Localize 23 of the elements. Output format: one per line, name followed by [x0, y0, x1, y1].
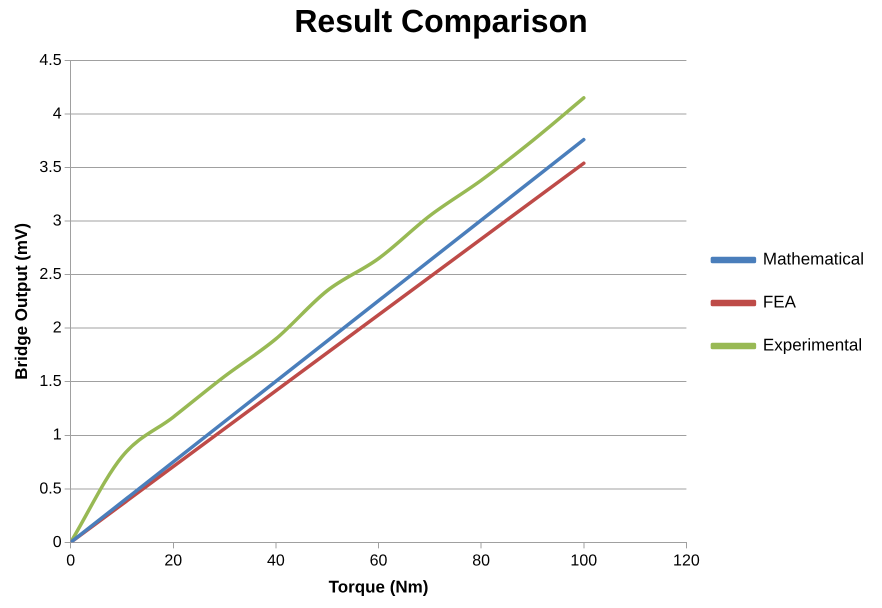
x-tick-label: 60 [370, 552, 388, 570]
y-tick-label: 2.5 [39, 266, 62, 284]
y-tick-label: 3 [52, 212, 62, 230]
x-tick-label: 80 [472, 552, 490, 570]
y-tick-label: 4.5 [39, 52, 62, 69]
legend-label: FEA [762, 292, 797, 312]
x-tick-label: 120 [673, 552, 700, 570]
y-tick-label: 3.5 [39, 158, 62, 176]
y-tick-label: 0.5 [39, 480, 62, 498]
legend-label: Experimental [762, 336, 862, 355]
x-tick-label: 20 [164, 552, 182, 570]
y-tick-label: 4 [52, 105, 62, 122]
x-tick-label: 100 [570, 552, 598, 570]
x-axis-title: Torque (Nm) [328, 577, 428, 596]
y-tick-label: 1 [52, 426, 62, 444]
y-tick-label: 2 [52, 320, 62, 337]
y-axis-title: Bridge Output (mV) [12, 223, 31, 380]
y-tick-label: 1.5 [39, 373, 62, 390]
x-tick-label: 0 [66, 552, 76, 570]
chart-title: Result Comparison [294, 3, 588, 40]
x-tick-label: 40 [267, 552, 285, 570]
legend-label: Mathematical [762, 250, 864, 269]
y-tick-label: 0 [52, 534, 62, 551]
